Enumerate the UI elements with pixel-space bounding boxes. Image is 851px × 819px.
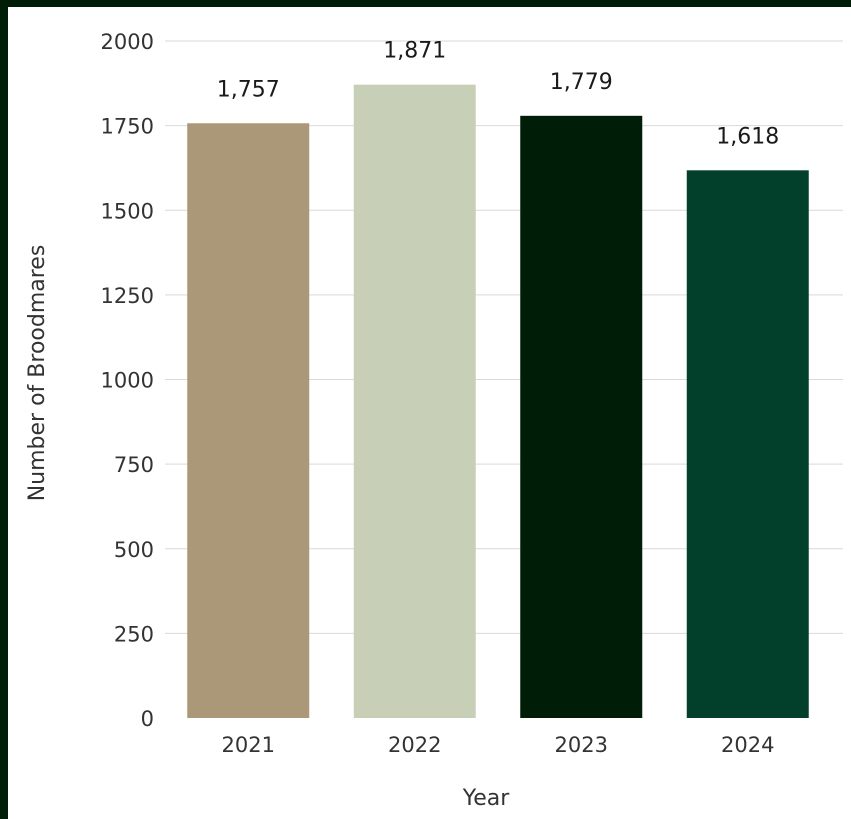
y-tick-label: 1250 (101, 284, 154, 308)
x-tick-label-2022: 2022 (388, 733, 441, 757)
bars (187, 84, 809, 719)
y-axis-ticks: 0 250 500 750 1000 1250 1500 1750 2000 (101, 30, 154, 731)
data-label-2021: 1,757 (217, 77, 280, 102)
bar-2022 (353, 84, 476, 718)
y-tick-label: 250 (114, 622, 154, 646)
y-tick-label: 750 (114, 453, 154, 477)
bar-2023 (520, 115, 643, 719)
x-axis-ticks: 2021 2022 2023 2024 (222, 733, 775, 757)
y-tick-label: 1500 (101, 199, 154, 223)
x-axis-title: Year (462, 786, 511, 811)
bar-2024 (686, 170, 809, 718)
x-tick-label-2021: 2021 (222, 733, 275, 757)
y-axis-title: Number of Broodmares (25, 245, 50, 502)
y-tick-label: 0 (141, 707, 154, 731)
y-tick-label: 2000 (101, 30, 154, 54)
y-tick-label: 500 (114, 538, 154, 562)
data-labels: 1,757 1,871 1,779 1,618 (217, 39, 779, 150)
data-label-2023: 1,779 (550, 70, 613, 95)
x-tick-label-2023: 2023 (555, 733, 608, 757)
data-label-2022: 1,871 (383, 39, 446, 64)
y-tick-label: 1750 (101, 115, 154, 139)
data-label-2024: 1,618 (716, 124, 779, 149)
y-tick-label: 1000 (101, 369, 154, 393)
x-tick-label-2024: 2024 (721, 733, 774, 757)
bar-2021 (187, 123, 310, 719)
